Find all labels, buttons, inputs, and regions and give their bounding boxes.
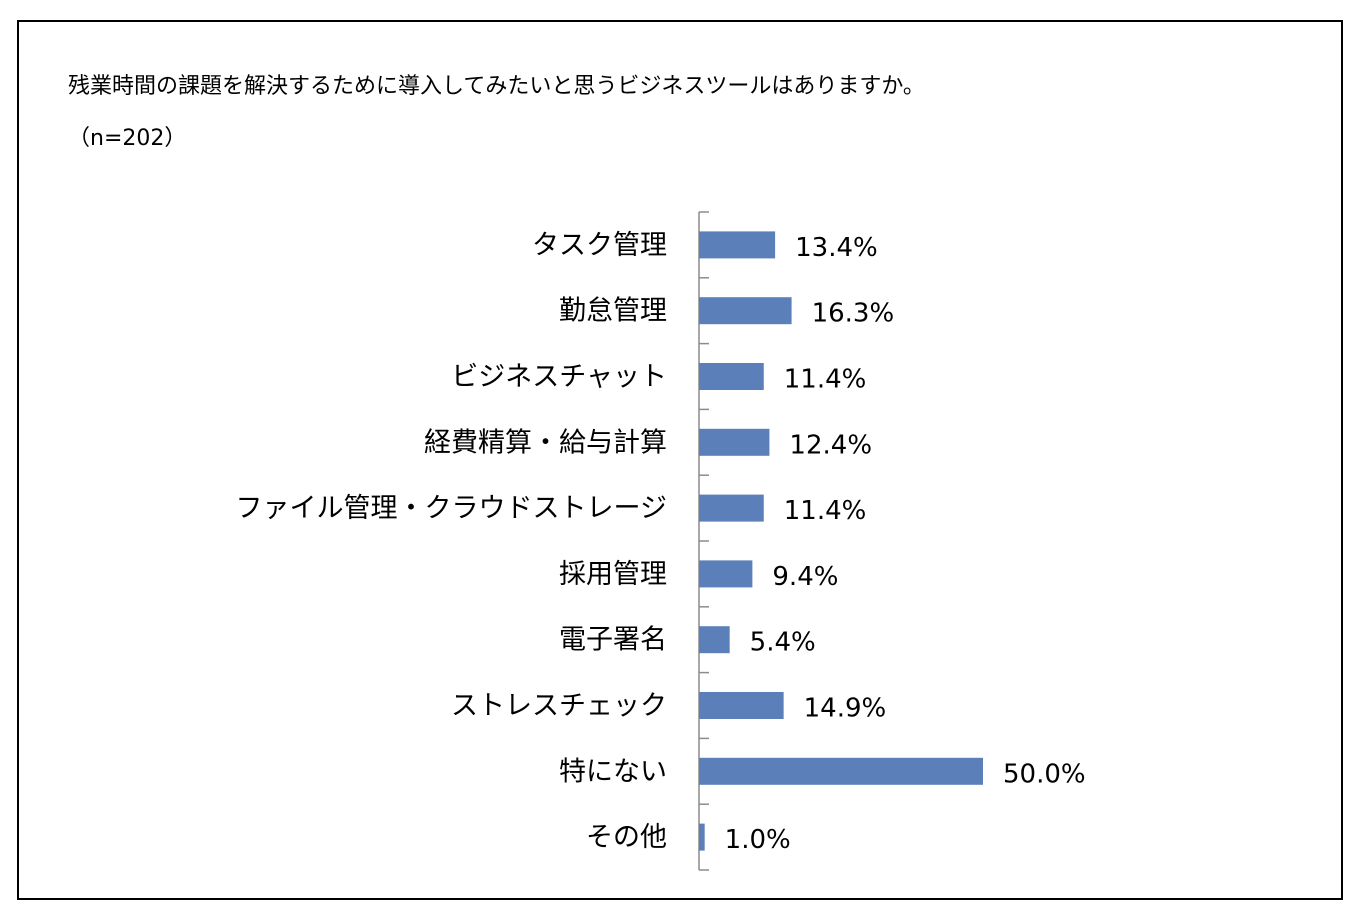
category-labels: タスク管理勤怠管理ビジネスチャット経費精算・給与計算ファイル管理・クラウドストレ… — [236, 230, 667, 853]
category-label: タスク管理 — [532, 230, 667, 261]
chart-frame — [17, 20, 1343, 900]
chart-subtitle: （n=202） — [68, 126, 187, 151]
bar — [699, 692, 784, 719]
category-label: 特にない — [559, 756, 667, 787]
value-labels: 13.4% 16.3% 11.4% 12.4% 11.4% 9.4% 5.4% 14.9% 50… — [725, 233, 1086, 855]
category-label: 勤怠管理 — [559, 296, 667, 327]
category-label: ストレスチェック — [451, 691, 667, 722]
category-label: 採用管理 — [559, 559, 667, 590]
value-label: 11.4% — [784, 365, 867, 395]
bar — [699, 823, 705, 851]
bar — [699, 231, 776, 259]
value-label: 9.4% — [772, 562, 838, 592]
bar — [699, 626, 730, 654]
bar — [699, 363, 764, 390]
value-label: 12.4% — [789, 430, 872, 460]
category-label: ファイル管理・クラウドストレージ — [236, 493, 667, 524]
category-label: その他 — [586, 822, 667, 853]
bar — [699, 494, 764, 522]
value-label: 14.9% — [804, 694, 887, 724]
bar — [699, 428, 770, 456]
category-label: 経費精算・給与計算 — [424, 427, 667, 458]
bar — [699, 297, 792, 325]
bar — [699, 757, 983, 785]
bars — [699, 231, 983, 851]
value-label: 13.4% — [795, 233, 878, 263]
chart-title: 残業時間の課題を解決するために導入してみたいと思うビジネスツールはありますか。 — [68, 74, 925, 99]
value-label: 50.0% — [1003, 759, 1086, 789]
category-label: ビジネスチャット — [451, 362, 667, 393]
value-label: 16.3% — [812, 299, 895, 329]
value-label: 5.4% — [750, 628, 816, 658]
category-label: 電子署名 — [559, 625, 667, 656]
bar — [699, 560, 753, 588]
value-label: 11.4% — [784, 496, 867, 526]
value-label: 1.0% — [725, 825, 791, 855]
